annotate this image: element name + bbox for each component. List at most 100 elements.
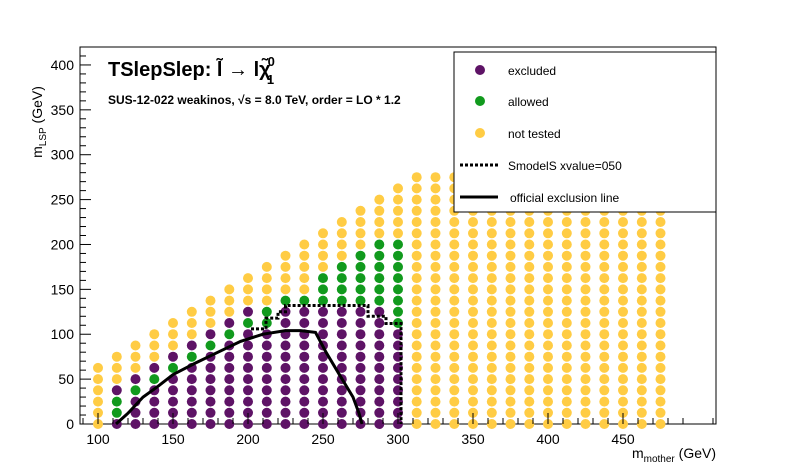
- point-not-tested: [524, 239, 535, 250]
- point-excluded: [261, 351, 272, 362]
- point-allowed: [336, 273, 347, 284]
- point-not-tested: [524, 250, 535, 261]
- point-not-tested: [618, 351, 628, 362]
- x-tick-label: 250: [311, 431, 335, 447]
- point-not-tested: [411, 273, 422, 284]
- official-exclusion-curve: [114, 329, 364, 426]
- point-excluded: [205, 419, 216, 429]
- point-not-tested: [505, 351, 516, 362]
- point-excluded: [318, 374, 328, 385]
- point-not-tested: [449, 306, 460, 317]
- point-not-tested: [543, 228, 553, 239]
- point-excluded: [186, 340, 197, 351]
- x-axis: 100 150 200 250 300 350 400 450: [82, 413, 714, 447]
- point-not-tested: [261, 295, 272, 306]
- point-not-tested: [449, 273, 460, 284]
- point-not-tested: [599, 329, 610, 340]
- point-allowed: [318, 295, 328, 306]
- point-not-tested: [411, 172, 422, 183]
- point-not-tested: [524, 318, 535, 328]
- point-not-tested: [468, 374, 478, 385]
- x-tick-label: 200: [236, 431, 260, 447]
- point-not-tested: [430, 172, 441, 183]
- point-not-tested: [543, 396, 553, 407]
- point-allowed: [393, 250, 403, 261]
- chart-title: TSlepSlep: l̃ → lχ̃0 1: [108, 54, 275, 87]
- point-not-tested: [468, 318, 478, 328]
- point-not-tested: [561, 362, 572, 373]
- point-excluded: [243, 306, 253, 317]
- point-not-tested: [411, 306, 422, 317]
- legend-label-official: official exclusion line: [510, 191, 619, 205]
- point-not-tested: [580, 374, 591, 385]
- x-tick-label: 300: [386, 431, 410, 447]
- point-not-tested: [449, 419, 460, 429]
- y-tick-label: 350: [51, 102, 75, 118]
- point-allowed: [336, 284, 347, 295]
- point-allowed: [111, 396, 122, 407]
- point-excluded: [318, 306, 328, 317]
- point-not-tested: [411, 295, 422, 306]
- point-not-tested: [599, 217, 610, 227]
- point-not-tested: [486, 318, 497, 328]
- point-not-tested: [486, 217, 497, 227]
- point-not-tested: [149, 340, 160, 351]
- point-not-tested: [468, 228, 478, 239]
- point-excluded: [186, 419, 197, 429]
- point-not-tested: [505, 318, 516, 328]
- point-not-tested: [486, 306, 497, 317]
- point-excluded: [186, 374, 197, 385]
- point-excluded: [186, 385, 197, 396]
- point-not-tested: [655, 385, 666, 396]
- point-not-tested: [618, 273, 628, 284]
- point-not-tested: [636, 239, 647, 250]
- point-not-tested: [449, 295, 460, 306]
- point-not-tested: [430, 407, 441, 418]
- point-not-tested: [430, 318, 441, 328]
- point-not-tested: [599, 396, 610, 407]
- point-excluded: [299, 351, 310, 362]
- point-not-tested: [111, 362, 122, 373]
- point-not-tested: [505, 396, 516, 407]
- point-not-tested: [468, 340, 478, 351]
- point-not-tested: [599, 351, 610, 362]
- point-not-tested: [561, 385, 572, 396]
- point-excluded: [318, 362, 328, 373]
- point-not-tested: [618, 385, 628, 396]
- point-not-tested: [505, 239, 516, 250]
- point-not-tested: [618, 374, 628, 385]
- point-not-tested: [149, 329, 160, 340]
- point-excluded: [243, 351, 253, 362]
- point-not-tested: [561, 407, 572, 418]
- point-excluded: [111, 385, 122, 396]
- point-excluded: [355, 362, 366, 373]
- point-not-tested: [524, 217, 535, 227]
- legend-label-smodels: SmodelS xvalue=050: [508, 159, 622, 173]
- point-not-tested: [486, 396, 497, 407]
- point-excluded: [186, 407, 197, 418]
- point-excluded: [243, 385, 253, 396]
- point-excluded: [355, 318, 366, 328]
- point-not-tested: [543, 351, 553, 362]
- point-not-tested: [655, 250, 666, 261]
- point-not-tested: [299, 273, 310, 284]
- point-excluded: [224, 374, 235, 385]
- y-tick-label: 200: [51, 236, 75, 252]
- point-excluded: [393, 374, 403, 385]
- point-not-tested: [224, 284, 235, 295]
- point-not-tested: [505, 228, 516, 239]
- y-tick-label: 100: [51, 326, 75, 342]
- point-not-tested: [524, 295, 535, 306]
- point-not-tested: [561, 419, 572, 429]
- legend-marker-not-tested: [475, 128, 485, 138]
- point-not-tested: [430, 351, 441, 362]
- point-not-tested: [505, 374, 516, 385]
- point-not-tested: [411, 284, 422, 295]
- point-not-tested: [430, 385, 441, 396]
- point-not-tested: [336, 217, 347, 227]
- point-excluded: [336, 362, 347, 373]
- point-not-tested: [524, 273, 535, 284]
- point-allowed: [374, 261, 385, 272]
- point-not-tested: [543, 374, 553, 385]
- point-not-tested: [299, 250, 310, 261]
